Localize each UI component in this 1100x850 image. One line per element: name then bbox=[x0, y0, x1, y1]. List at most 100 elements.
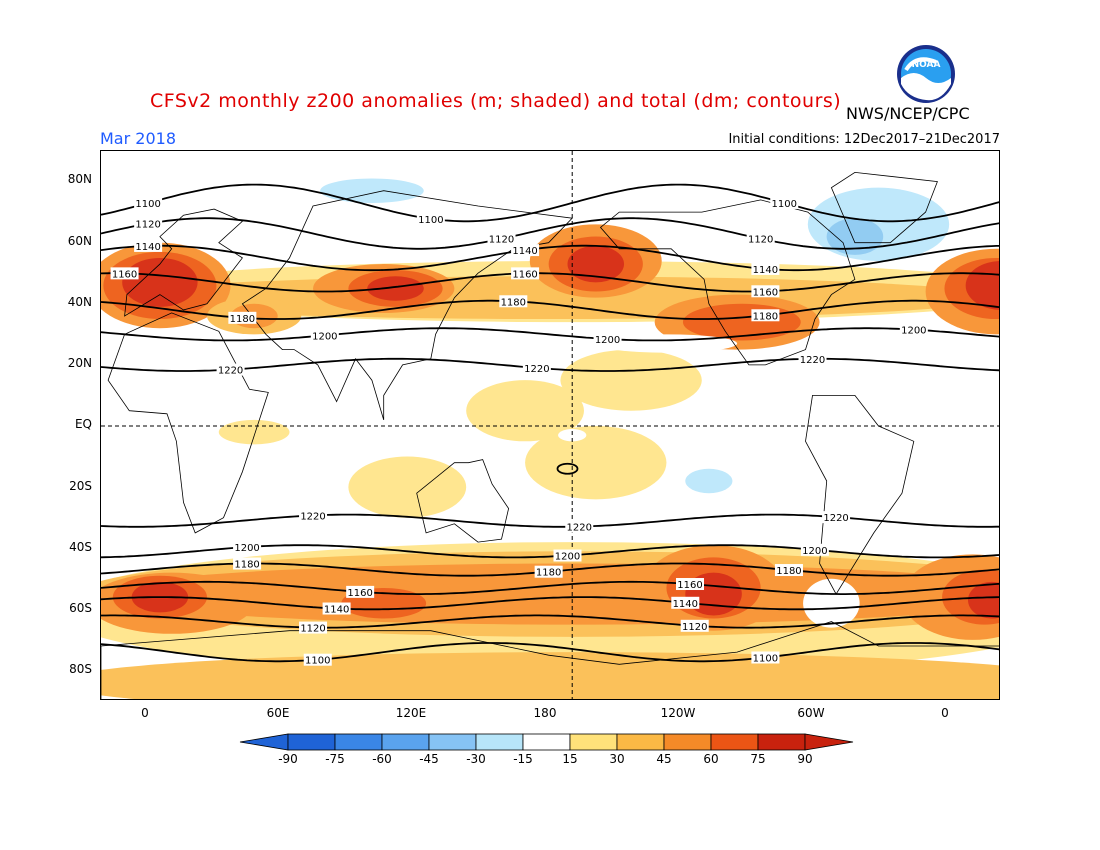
contour-label-bg bbox=[751, 285, 780, 298]
colorbar-arrow-left bbox=[239, 733, 289, 751]
lat-label-80s: 80S bbox=[69, 662, 92, 676]
coastline bbox=[124, 208, 244, 317]
contour-label: 1200 bbox=[595, 335, 620, 346]
contour-label-bg bbox=[511, 244, 540, 257]
contour-label: 1140 bbox=[324, 605, 349, 616]
contour-label: 1180 bbox=[776, 566, 801, 577]
anomaly-region bbox=[525, 426, 667, 500]
contour-label: 1220 bbox=[823, 513, 848, 524]
colorbar-box bbox=[616, 733, 665, 751]
lon-label-120w: 120W bbox=[660, 706, 696, 720]
contour-label-bg bbox=[553, 549, 582, 562]
colorbar-label: 45 bbox=[656, 752, 672, 766]
contour-label: 1140 bbox=[135, 242, 160, 253]
colorbar-arrow-right bbox=[804, 733, 854, 751]
contour-label-bg bbox=[322, 602, 351, 615]
lat-label-20n: 20N bbox=[67, 356, 92, 370]
lat-label-60n: 60N bbox=[67, 234, 92, 248]
contour-label: 1200 bbox=[234, 543, 259, 554]
contour-label-bg bbox=[593, 333, 622, 346]
contour-line bbox=[101, 513, 999, 528]
anomaly-region bbox=[348, 456, 467, 518]
contour-label: 1160 bbox=[753, 287, 778, 298]
colorbar-labels: -90 -75 -60 -45 -30 -15 15 30 45 60 75 9… bbox=[230, 752, 870, 768]
initial-conditions: Initial conditions: 12Dec2017–21Dec2017 bbox=[728, 132, 1000, 147]
contour-line bbox=[101, 183, 999, 223]
colorbar-label: -60 bbox=[372, 752, 392, 766]
contour-label-bg bbox=[751, 651, 780, 664]
contour-label: 1120 bbox=[489, 235, 514, 246]
contour-line bbox=[101, 327, 999, 342]
contour-label-bg bbox=[534, 565, 563, 578]
contour-label-bg bbox=[216, 363, 245, 376]
colorbar-label: -90 bbox=[278, 752, 298, 766]
contour-label-bg bbox=[746, 232, 775, 245]
contour-label-bg bbox=[487, 232, 516, 245]
colorbar-label: 15 bbox=[562, 752, 578, 766]
map-panel: 1100 1100 1100 1120 1120 1120 1140 1140 1140 1160… bbox=[100, 150, 1000, 700]
contour-label: 1180 bbox=[230, 314, 255, 325]
contour-line bbox=[101, 596, 999, 611]
coastline bbox=[107, 312, 269, 534]
anomaly-region bbox=[803, 578, 860, 628]
lat-label-80n: 80N bbox=[67, 172, 92, 186]
contour-label: 1180 bbox=[501, 297, 526, 308]
contour-label-bg bbox=[565, 520, 594, 533]
anomaly-region bbox=[826, 218, 884, 255]
colorbar-box bbox=[757, 733, 806, 751]
contour-label: 1140 bbox=[753, 265, 778, 276]
coastline bbox=[805, 395, 915, 595]
contour-label-bg bbox=[299, 509, 328, 522]
contour-label-bg bbox=[511, 267, 540, 280]
contour-line bbox=[101, 642, 999, 663]
contour-label: 1100 bbox=[753, 653, 778, 664]
contour-label-bg bbox=[299, 621, 328, 634]
contour-label-bg bbox=[499, 295, 528, 308]
anomaly-region bbox=[807, 187, 950, 261]
contour-label-bg bbox=[751, 309, 780, 322]
lat-label-20s: 20S bbox=[69, 479, 92, 493]
anomaly-region bbox=[122, 257, 198, 307]
contour-label: 1160 bbox=[112, 269, 137, 280]
contour-label: 1120 bbox=[300, 624, 325, 635]
contour-label: 1120 bbox=[748, 235, 773, 246]
contour-label-bg bbox=[751, 262, 780, 275]
contour-label-bg bbox=[134, 196, 163, 209]
contour-label: 1200 bbox=[312, 331, 337, 342]
contour-label: 1160 bbox=[512, 269, 537, 280]
lat-label-60s: 60S bbox=[69, 601, 92, 615]
colorbar-box bbox=[522, 733, 571, 751]
contour-label: 1200 bbox=[555, 552, 580, 563]
contour-line bbox=[101, 272, 999, 293]
coastline bbox=[599, 199, 856, 366]
anomaly-region bbox=[560, 349, 702, 411]
colorbar-label: -75 bbox=[325, 752, 345, 766]
anomaly-region bbox=[567, 245, 625, 283]
contour-label-bg bbox=[134, 217, 163, 230]
colorbar-box bbox=[334, 733, 383, 751]
anomaly-region bbox=[320, 178, 424, 203]
coastline bbox=[416, 459, 510, 543]
anomaly-region bbox=[218, 419, 290, 445]
contour-label-bg bbox=[774, 564, 803, 577]
agency-label: NWS/NCEP/CPC bbox=[846, 104, 970, 123]
coastline bbox=[101, 621, 999, 699]
contour-label-bg bbox=[303, 653, 332, 666]
lon-label-0-right: 0 bbox=[941, 706, 949, 720]
contour-label: 1100 bbox=[135, 199, 160, 210]
contour-label-bg bbox=[800, 543, 829, 556]
colorbar-box bbox=[710, 733, 759, 751]
contour-label: 1100 bbox=[305, 656, 330, 667]
contour-label-bg bbox=[822, 511, 851, 524]
lon-label-60w: 60W bbox=[797, 706, 825, 720]
colorbar-label: 75 bbox=[750, 752, 766, 766]
anomaly-region bbox=[968, 581, 999, 619]
contour-label: 1120 bbox=[682, 622, 707, 633]
contour-label-bg bbox=[798, 352, 827, 365]
coastline bbox=[830, 171, 938, 244]
contour-label-bg bbox=[228, 311, 257, 324]
contour-label: 1180 bbox=[753, 311, 778, 322]
lat-label-40s: 40S bbox=[69, 540, 92, 554]
contour-label-bg bbox=[899, 323, 928, 336]
colorbar-label: 60 bbox=[703, 752, 719, 766]
